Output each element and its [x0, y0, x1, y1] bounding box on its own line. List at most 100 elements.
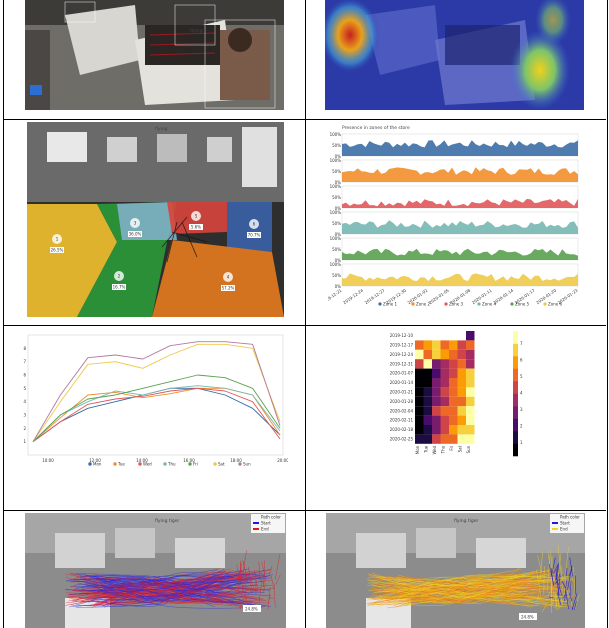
heatmap-row-label: 2020-02-18: [390, 427, 414, 432]
svg-text:Start: Start: [261, 521, 271, 526]
heatmap-cell: [440, 425, 449, 435]
heatmap-cell: [423, 406, 432, 416]
heatmap-cell: [432, 349, 441, 360]
legend-label: Thu: [167, 462, 176, 467]
presence-title: Presence in zones of the store: [342, 125, 410, 131]
heatmap-col-label: Tue: [424, 445, 429, 453]
legend-swatch: [411, 302, 415, 306]
heatmap-cells: [415, 331, 475, 444]
svg-text:26.5%: 26.5%: [51, 248, 64, 253]
svg-text:100%: 100%: [330, 132, 342, 137]
heatmap-cell: [449, 406, 458, 416]
svg-text:1: 1: [56, 237, 59, 242]
hourly-y-tick: 3: [23, 413, 26, 418]
heatmap-cell: [466, 331, 475, 341]
zone-marker-1: 1 26.5%: [50, 234, 64, 253]
svg-text:70.7%: 70.7%: [248, 233, 261, 238]
path-lines-right: [366, 545, 580, 613]
svg-text:100%: 100%: [330, 262, 342, 267]
heatmap-row-labels: 2019-12-10 2019-12-17 2019-12-24 2019-12-31…: [390, 333, 414, 441]
heatmap-cell: [457, 368, 466, 378]
legend-swatch: [163, 462, 167, 466]
legend-swatch: [213, 462, 217, 466]
heatmap-cell: [466, 396, 475, 407]
legend-swatch: [88, 462, 92, 466]
heatmap-cell: [415, 340, 424, 350]
heatmap-cell: [415, 425, 424, 435]
colorbar-tick: 2: [520, 424, 523, 429]
tracking-camera-view: flying: [25, 0, 284, 110]
heatmap-cell: [423, 425, 432, 435]
legend-label: Mon: [93, 462, 102, 467]
heatmap-cell: [440, 415, 449, 425]
legend-label: Zone 2: [416, 301, 430, 306]
svg-text:50%: 50%: [332, 195, 341, 200]
hourly-x-tick: 10:00: [42, 458, 54, 463]
heatmap-col-label: Sun: [466, 445, 471, 453]
legend-swatch: [510, 302, 514, 306]
svg-text:100%: 100%: [330, 184, 342, 189]
hourly-x-tick: 16:00: [183, 458, 195, 463]
hourly-x-ticks: 10:00 12:00 14:00 16:00 18:00 20:00: [42, 458, 288, 463]
heatmap-cell: [423, 415, 432, 425]
heatmap-cell: [423, 387, 432, 397]
heatmap-row-label: 2020-01-21: [390, 390, 414, 395]
svg-text:Path color: Path color: [261, 515, 281, 520]
heatmap-row-label: 2019-12-31: [390, 361, 414, 366]
hourly-lines: [32, 341, 281, 443]
heatmap-cell: [466, 406, 475, 416]
heatmap-col-labels: Mon Tue Wed Thu Fri Sat Sun: [415, 445, 471, 454]
svg-text:Path color: Path color: [560, 515, 580, 520]
store-sign: flying: [155, 126, 168, 132]
heatmap-row-label: 2019-12-17: [390, 343, 414, 348]
heatmap-cell: [466, 349, 475, 360]
heatmap-cell: [432, 415, 441, 425]
heatmap-cell: [415, 415, 424, 425]
heatmap-cell: [423, 349, 432, 360]
heatmap-cell: [457, 359, 466, 369]
legend-label: Fri: [193, 462, 198, 467]
presence-panel-4: 100% 50% 0%: [330, 210, 579, 237]
hourly-x-tick: 12:00: [89, 458, 101, 463]
heatmap-cell: [466, 359, 475, 369]
heatmap-colorbar: 7 6 5 4 3 2 1: [513, 331, 523, 457]
svg-text:100%: 100%: [330, 210, 342, 215]
heatmap-row-label: 2020-02-11: [390, 418, 414, 423]
presence-panel-1: 100% 50% 0%: [330, 132, 579, 159]
svg-text:0%: 0%: [335, 232, 342, 237]
heatmap-row-label: 2020-01-07: [390, 371, 414, 376]
heatmap-cell: [449, 425, 458, 435]
presence-legend: Zone 1 Zone 2 Zone 3 Zone 4 Zone 5 Zone 6: [378, 301, 562, 306]
heatmap-cell: [432, 387, 441, 397]
legend-label: Zone 6: [548, 301, 562, 306]
legend-swatch: [188, 462, 192, 466]
heatmap-cell: [432, 359, 441, 369]
path-percent-right: 24.8%: [521, 615, 534, 620]
hourly-y-tick: 5: [23, 386, 26, 391]
svg-text:4: 4: [227, 275, 230, 280]
legend-label: Zone 1: [383, 301, 397, 306]
legend-label: Zone 3: [449, 301, 463, 306]
heatmap-cell: [440, 340, 449, 350]
heatmap-col-label: Sat: [458, 445, 463, 452]
legend-swatch: [444, 302, 448, 306]
heatmap-cell: [449, 340, 458, 350]
hourly-x-tick: 18:00: [230, 458, 242, 463]
legend-swatch: [113, 462, 117, 466]
row-divider-2: [3, 325, 606, 326]
heatmap-cell: [440, 406, 449, 416]
hourly-line-thu: [32, 385, 281, 443]
svg-text:0%: 0%: [335, 154, 342, 159]
hourly-line-sun: [32, 341, 281, 442]
heatmap-cell: [457, 349, 466, 360]
heatmap-cell: [449, 387, 458, 397]
hourly-y-tick: 7: [23, 359, 26, 364]
heatmap-row-label: 2020-01-14: [390, 380, 414, 385]
presence-panel-3: 100% 50% 0%: [330, 184, 579, 211]
heatmap-cell: [415, 368, 424, 378]
hourly-x-tick: 20:00: [277, 458, 288, 463]
heatmap-cell: [457, 434, 466, 444]
hourly-legend: Mon Tue Wed Thu Fri Sat Sun: [88, 462, 251, 467]
svg-text:2: 2: [118, 274, 121, 279]
heatmap-cell: [415, 396, 424, 407]
